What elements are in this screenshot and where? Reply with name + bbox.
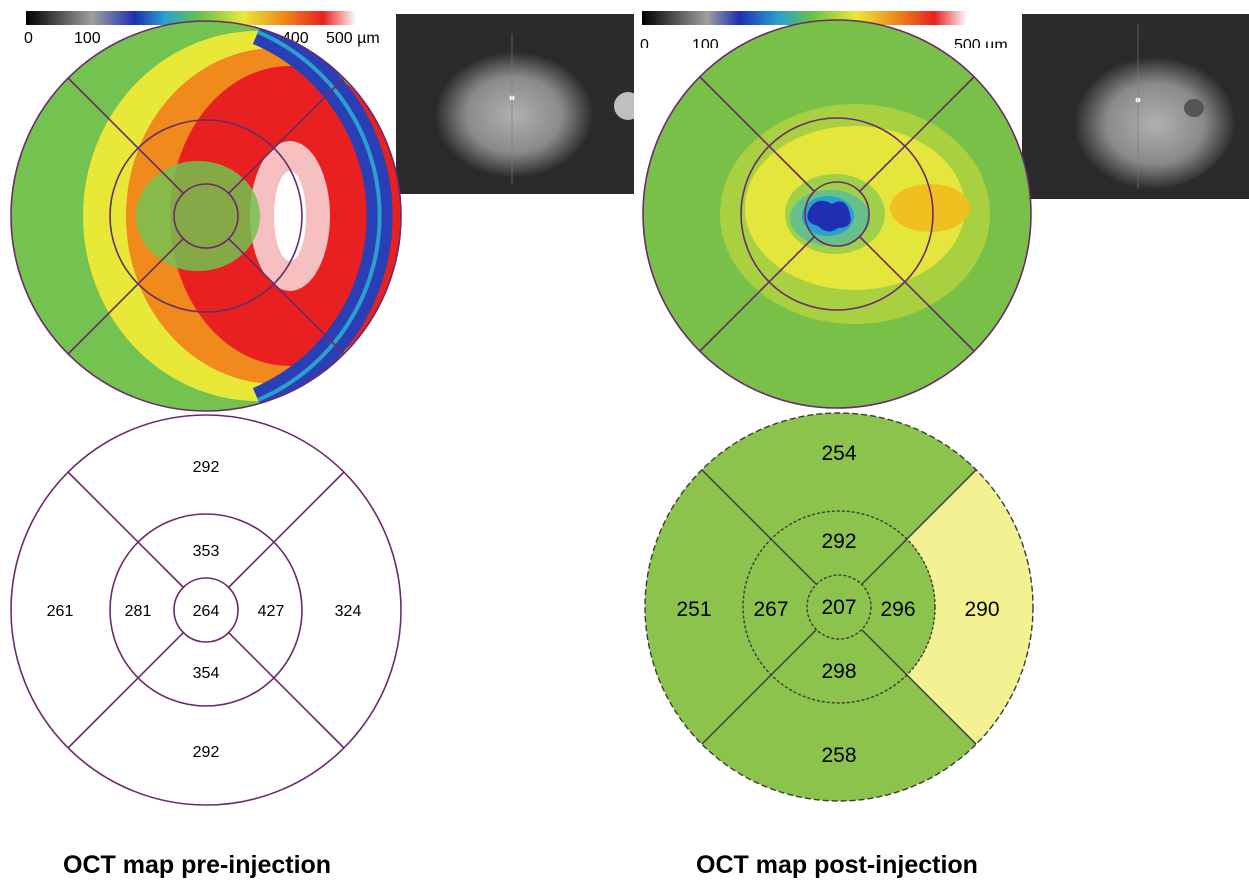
inner-ring	[109, 513, 303, 707]
fundus-image	[1022, 14, 1249, 199]
inner-inferior-value: 298	[821, 660, 856, 683]
outer-superior-value: 292	[193, 459, 220, 476]
outer-nasal-sector	[839, 470, 1033, 744]
scale-tick-100: 100	[692, 37, 719, 48]
scale-tick-500: 500 µm	[326, 30, 380, 47]
color-gradient-bar	[26, 11, 356, 25]
inner-temporal-value: 267	[753, 598, 788, 621]
inner-superior-value: 353	[193, 543, 220, 560]
inner-nasal-value: 427	[258, 603, 285, 620]
outer-nasal-value: 290	[964, 598, 999, 621]
etdrs-thickness-grid: 292 353 261 281 264 427 324 354 292	[10, 414, 402, 806]
outer-temporal-value: 251	[676, 598, 711, 621]
central-subfield	[173, 577, 239, 643]
etdrs-thickness-grid: 254 292 251 267 207 296 290 298 258	[644, 412, 1034, 802]
pre-injection-caption: OCT map pre-injection	[63, 851, 332, 879]
outer-inferior-value: 292	[193, 744, 220, 761]
outer-superior-value: 254	[821, 442, 856, 465]
outer-inferior-value: 258	[821, 744, 856, 767]
scale-tick-500: 500 µm	[954, 37, 1008, 48]
inner-superior-value: 292	[821, 530, 856, 553]
central-subfield	[806, 574, 872, 640]
scale-tick-0: 0	[24, 30, 33, 47]
central-value: 264	[193, 603, 220, 620]
outer-nasal-value: 324	[335, 603, 362, 620]
oct-thickness-heatmap	[642, 19, 1032, 409]
inner-temporal-value: 281	[125, 603, 152, 620]
fundus-image	[396, 14, 634, 194]
scale-tick-100: 100	[74, 30, 101, 47]
scale-tick-0: 0	[640, 37, 649, 48]
inner-nasal-value: 296	[880, 598, 915, 621]
oct-thickness-heatmap	[10, 20, 402, 412]
post-injection-caption: OCT map post-injection	[696, 851, 978, 879]
outer-temporal-value: 261	[47, 603, 74, 620]
outer-ring	[10, 414, 402, 806]
inner-ring	[742, 510, 936, 704]
inner-inferior-value: 354	[193, 665, 220, 682]
color-gradient-bar	[642, 11, 967, 25]
central-value: 207	[821, 596, 856, 619]
